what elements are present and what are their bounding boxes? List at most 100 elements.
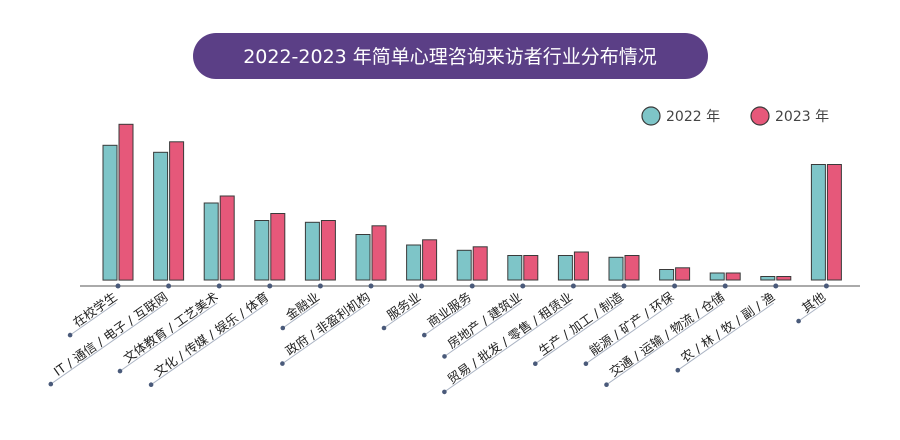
bar-area (102, 123, 842, 281)
category-label-group: 农 / 林 / 牧 / 副 / 渔 (678, 289, 778, 365)
label-underline (282, 302, 370, 365)
bar-2023 (270, 213, 286, 281)
category-label: 生产 / 加工 / 制造 (536, 289, 626, 359)
label-end-dot (117, 368, 123, 374)
axis-tick-marker (520, 283, 526, 289)
bar-2023 (118, 123, 134, 281)
bar-2023 (371, 225, 387, 281)
legend-item-2023: 2023 年 (750, 106, 829, 126)
axis-tick-marker (115, 283, 121, 289)
category-label: 服务业 (384, 289, 423, 323)
bar-2022 (102, 144, 118, 281)
label-underline (535, 302, 623, 365)
bar-2023 (219, 195, 235, 281)
axis-tick-marker (672, 283, 678, 289)
category-label: 金融业 (283, 289, 322, 323)
label-end-dot (48, 381, 54, 387)
category-label-group: 能源 / 矿产 / 环保 (586, 289, 676, 359)
label-underline (150, 302, 269, 386)
label-underline (606, 302, 724, 386)
category-label: 其他 (799, 289, 828, 316)
bar-group (153, 141, 185, 281)
label-underline (444, 302, 522, 357)
label-end-dot (381, 325, 387, 331)
bar-2023 (422, 239, 438, 281)
bar-group (304, 220, 336, 281)
axis-tick-marker (621, 283, 627, 289)
bar-2023 (776, 276, 792, 281)
bar-2023 (675, 267, 691, 281)
bar-group (760, 276, 792, 281)
bar-2023 (725, 272, 741, 281)
category-label: 政府 / 非盈利机构 (282, 289, 372, 358)
bar-2022 (760, 276, 776, 281)
bar-2022 (557, 255, 573, 281)
label-end-dot (442, 389, 447, 395)
label-end-dot (280, 325, 286, 331)
bar-2022 (456, 249, 472, 281)
category-label: 农 / 林 / 牧 / 副 / 渔 (678, 289, 778, 365)
bar-2022 (507, 255, 523, 281)
axis-tick-marker (267, 283, 273, 289)
axis-tick-marker (216, 283, 222, 289)
bar-2022 (709, 272, 725, 281)
bar-2023 (320, 220, 336, 281)
label-underline (444, 302, 572, 393)
chart-title-banner: 2022-2023 年简单心理咨询来访者行业分布情况 (193, 33, 708, 79)
legend-swatch-2023 (750, 106, 770, 126)
label-end-dot (604, 382, 609, 388)
label-underline (50, 302, 167, 385)
axis-tick-marker (166, 283, 172, 289)
chart-title-background (193, 33, 708, 79)
axis-tick-marker (823, 283, 829, 289)
axis-tick-marker (570, 283, 576, 289)
bar-2023 (624, 255, 640, 281)
label-end-dot (796, 318, 801, 324)
bar-2022 (254, 220, 270, 281)
axis-tick-marker (469, 283, 475, 289)
bar-2022 (304, 221, 320, 281)
label-end-dot (442, 354, 447, 359)
axis-tick-marker (773, 283, 779, 289)
label-end-dot (67, 332, 73, 338)
legend-label-2022: 2022 年 (666, 109, 720, 125)
bar-group (254, 213, 286, 281)
bar-2023 (472, 246, 488, 281)
category-label-group: 政府 / 非盈利机构 (282, 289, 372, 358)
bar-2023 (523, 255, 539, 281)
bar-group (557, 251, 589, 281)
category-label-group: 生产 / 加工 / 制造 (536, 289, 626, 359)
bar-group (406, 239, 438, 281)
axis-tick-marker (419, 283, 425, 289)
label-underline (585, 302, 673, 365)
bar-2022 (810, 164, 826, 281)
category-label-group: 服务业 (384, 289, 423, 323)
label-end-dot (280, 361, 285, 366)
bar-2022 (659, 269, 675, 281)
label-underline (282, 302, 319, 329)
chart-title: 2022-2023 年简单心理咨询来访者行业分布情况 (243, 46, 657, 68)
legend: 2022 年 2023 年 (641, 106, 829, 126)
bar-group (709, 272, 741, 281)
label-end-dot (148, 382, 154, 388)
label-underline (677, 302, 775, 371)
category-label-group: 其他 (799, 289, 828, 316)
bar-2022 (355, 234, 371, 281)
bar-2023 (573, 251, 589, 281)
bar-group (355, 225, 387, 281)
axis-tick-marker (722, 283, 728, 289)
category-label: 能源 / 矿产 / 环保 (586, 289, 676, 359)
label-end-dot (583, 361, 589, 367)
label-end-dot (533, 361, 538, 367)
legend-swatch-2022 (641, 106, 661, 126)
legend-label-2023: 2023 年 (775, 109, 829, 125)
bar-2023 (169, 141, 185, 281)
bar-2023 (826, 164, 842, 281)
bar-2022 (608, 256, 624, 281)
bar-group (456, 246, 488, 281)
legend-item-2022: 2022 年 (641, 106, 720, 126)
bar-group (608, 255, 640, 281)
label-underline (424, 302, 471, 336)
